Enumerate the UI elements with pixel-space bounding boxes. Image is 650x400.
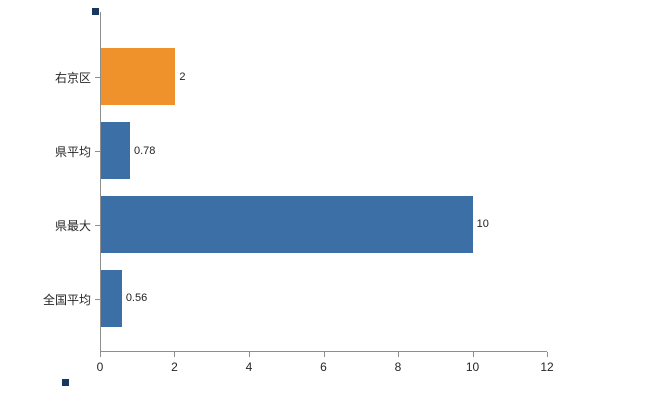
value-label: 2 (179, 70, 186, 83)
y-label-row: 県平均 (0, 114, 100, 188)
category-label: 全国平均 (42, 292, 91, 307)
category-label: 県平均 (54, 144, 91, 159)
y-tick-mark (95, 298, 100, 300)
x-tick-mark (100, 352, 101, 357)
value-label: 0.78 (133, 144, 156, 157)
y-label-row: 県最大 (0, 188, 100, 262)
x-tick-mark (174, 352, 176, 357)
x-tick-mark (472, 352, 474, 357)
bar-row: 0.78 (101, 114, 547, 188)
value-label: 10 (476, 218, 489, 231)
selection-handle-bottom (62, 379, 69, 386)
y-tick-mark (95, 224, 100, 226)
x-tick-label: 6 (320, 360, 327, 374)
x-tick-mark (547, 352, 548, 357)
data-bar (101, 122, 130, 180)
y-tick-mark (95, 150, 100, 152)
bar-row: 0.56 (101, 261, 547, 335)
y-tick-mark (95, 76, 100, 78)
data-bar (101, 48, 176, 106)
data-bar (101, 269, 122, 327)
x-tick-label: 0 (96, 360, 104, 374)
data-bar (101, 195, 473, 253)
selection-handle-top (92, 8, 99, 15)
y-label-row: 全国平均 (0, 262, 100, 336)
x-tick-mark (248, 352, 250, 357)
plot-area: 2 0.78 10 0.56 (100, 12, 547, 352)
x-tick-label: 12 (540, 360, 554, 374)
x-tick-mark (397, 352, 399, 357)
y-axis-labels: 右京区県平均県最大全国平均 (0, 12, 100, 352)
value-label: 0.56 (125, 292, 148, 305)
x-tick-mark (323, 352, 325, 357)
bar-row: 2 (101, 40, 547, 114)
category-label: 県最大 (54, 218, 91, 233)
bar-row: 10 (101, 188, 547, 262)
x-axis: 0 2 4 6 8 10 12 (96, 352, 554, 380)
x-tick-label: 2 (171, 360, 178, 374)
y-label-row: 右京区 (0, 40, 100, 114)
bar-rows: 2 0.78 10 0.56 (101, 12, 547, 351)
x-tick-label: 8 (394, 360, 402, 374)
category-label: 右京区 (54, 70, 91, 85)
x-tick-label: 10 (465, 360, 480, 374)
x-tick-label: 4 (245, 360, 253, 374)
